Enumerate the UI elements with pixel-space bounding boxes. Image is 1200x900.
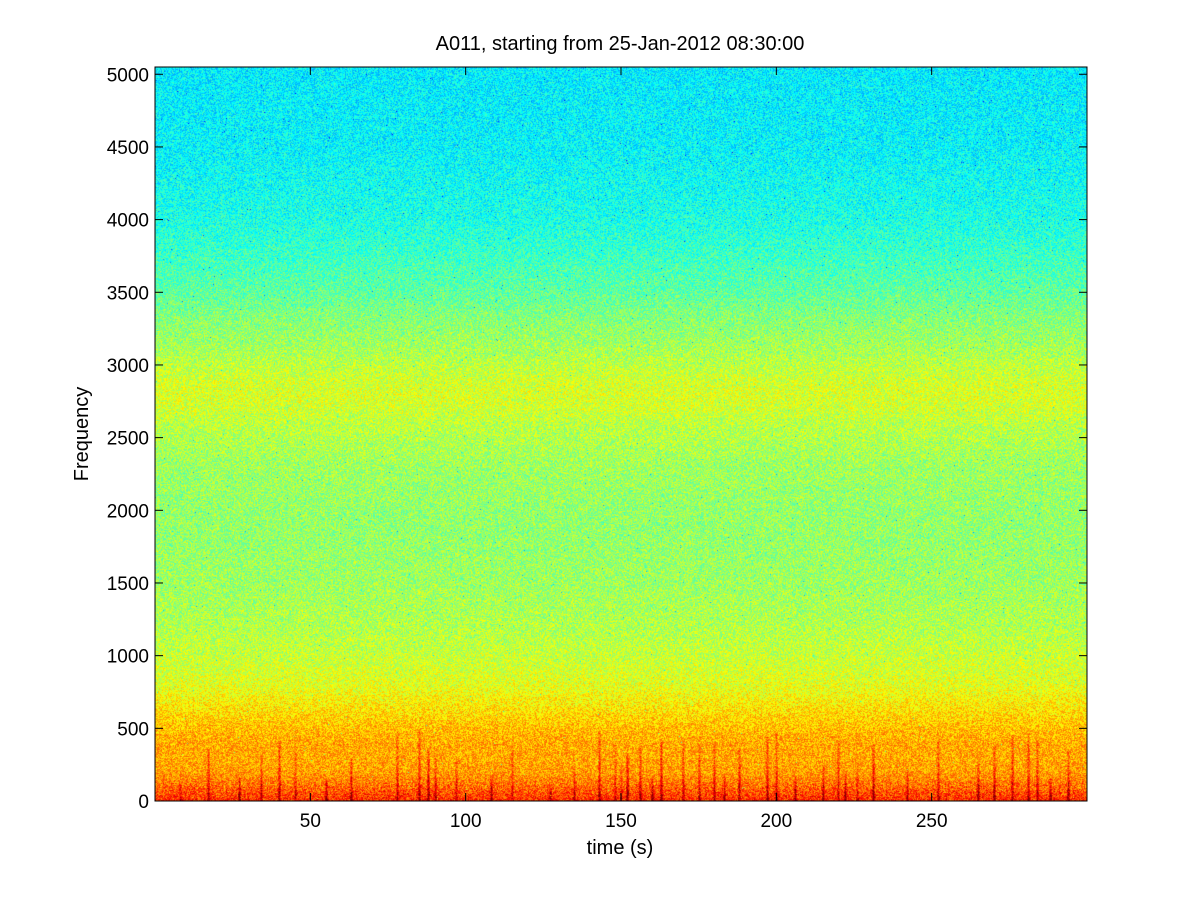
chart-title: A011, starting from 25-Jan-2012 08:30:00 [436, 33, 805, 55]
x-tick-label: 50 [300, 811, 321, 832]
y-tick-label: 2000 [107, 501, 149, 522]
x-tick-label: 150 [605, 811, 637, 832]
y-tick-label: 4500 [107, 138, 149, 159]
spectrogram-heatmap [155, 67, 1087, 801]
y-axis-label: Frequency [71, 387, 93, 482]
x-tick-label: 200 [760, 811, 792, 832]
x-axis-label: time (s) [587, 837, 654, 859]
y-tick-label: 3000 [107, 356, 149, 377]
y-tick-label: 500 [117, 719, 149, 740]
x-tick-label: 100 [450, 811, 482, 832]
y-tick-label: 0 [138, 792, 149, 813]
y-axis: 0 500 1000 1500 2000 2500 3000 3500 4000 4500 5000 [107, 65, 1087, 813]
y-tick-label: 3500 [107, 283, 149, 304]
y-tick-label: 1000 [107, 647, 149, 668]
x-tick-label: 250 [916, 811, 948, 832]
x-axis: 50 100 150 200 250 [300, 67, 948, 832]
y-tick-label: 2500 [107, 429, 149, 450]
spectrogram-plot-area [154, 66, 1088, 802]
y-tick-label: 5000 [107, 65, 149, 86]
y-tick-label: 4000 [107, 211, 149, 232]
y-tick-label: 1500 [107, 574, 149, 595]
